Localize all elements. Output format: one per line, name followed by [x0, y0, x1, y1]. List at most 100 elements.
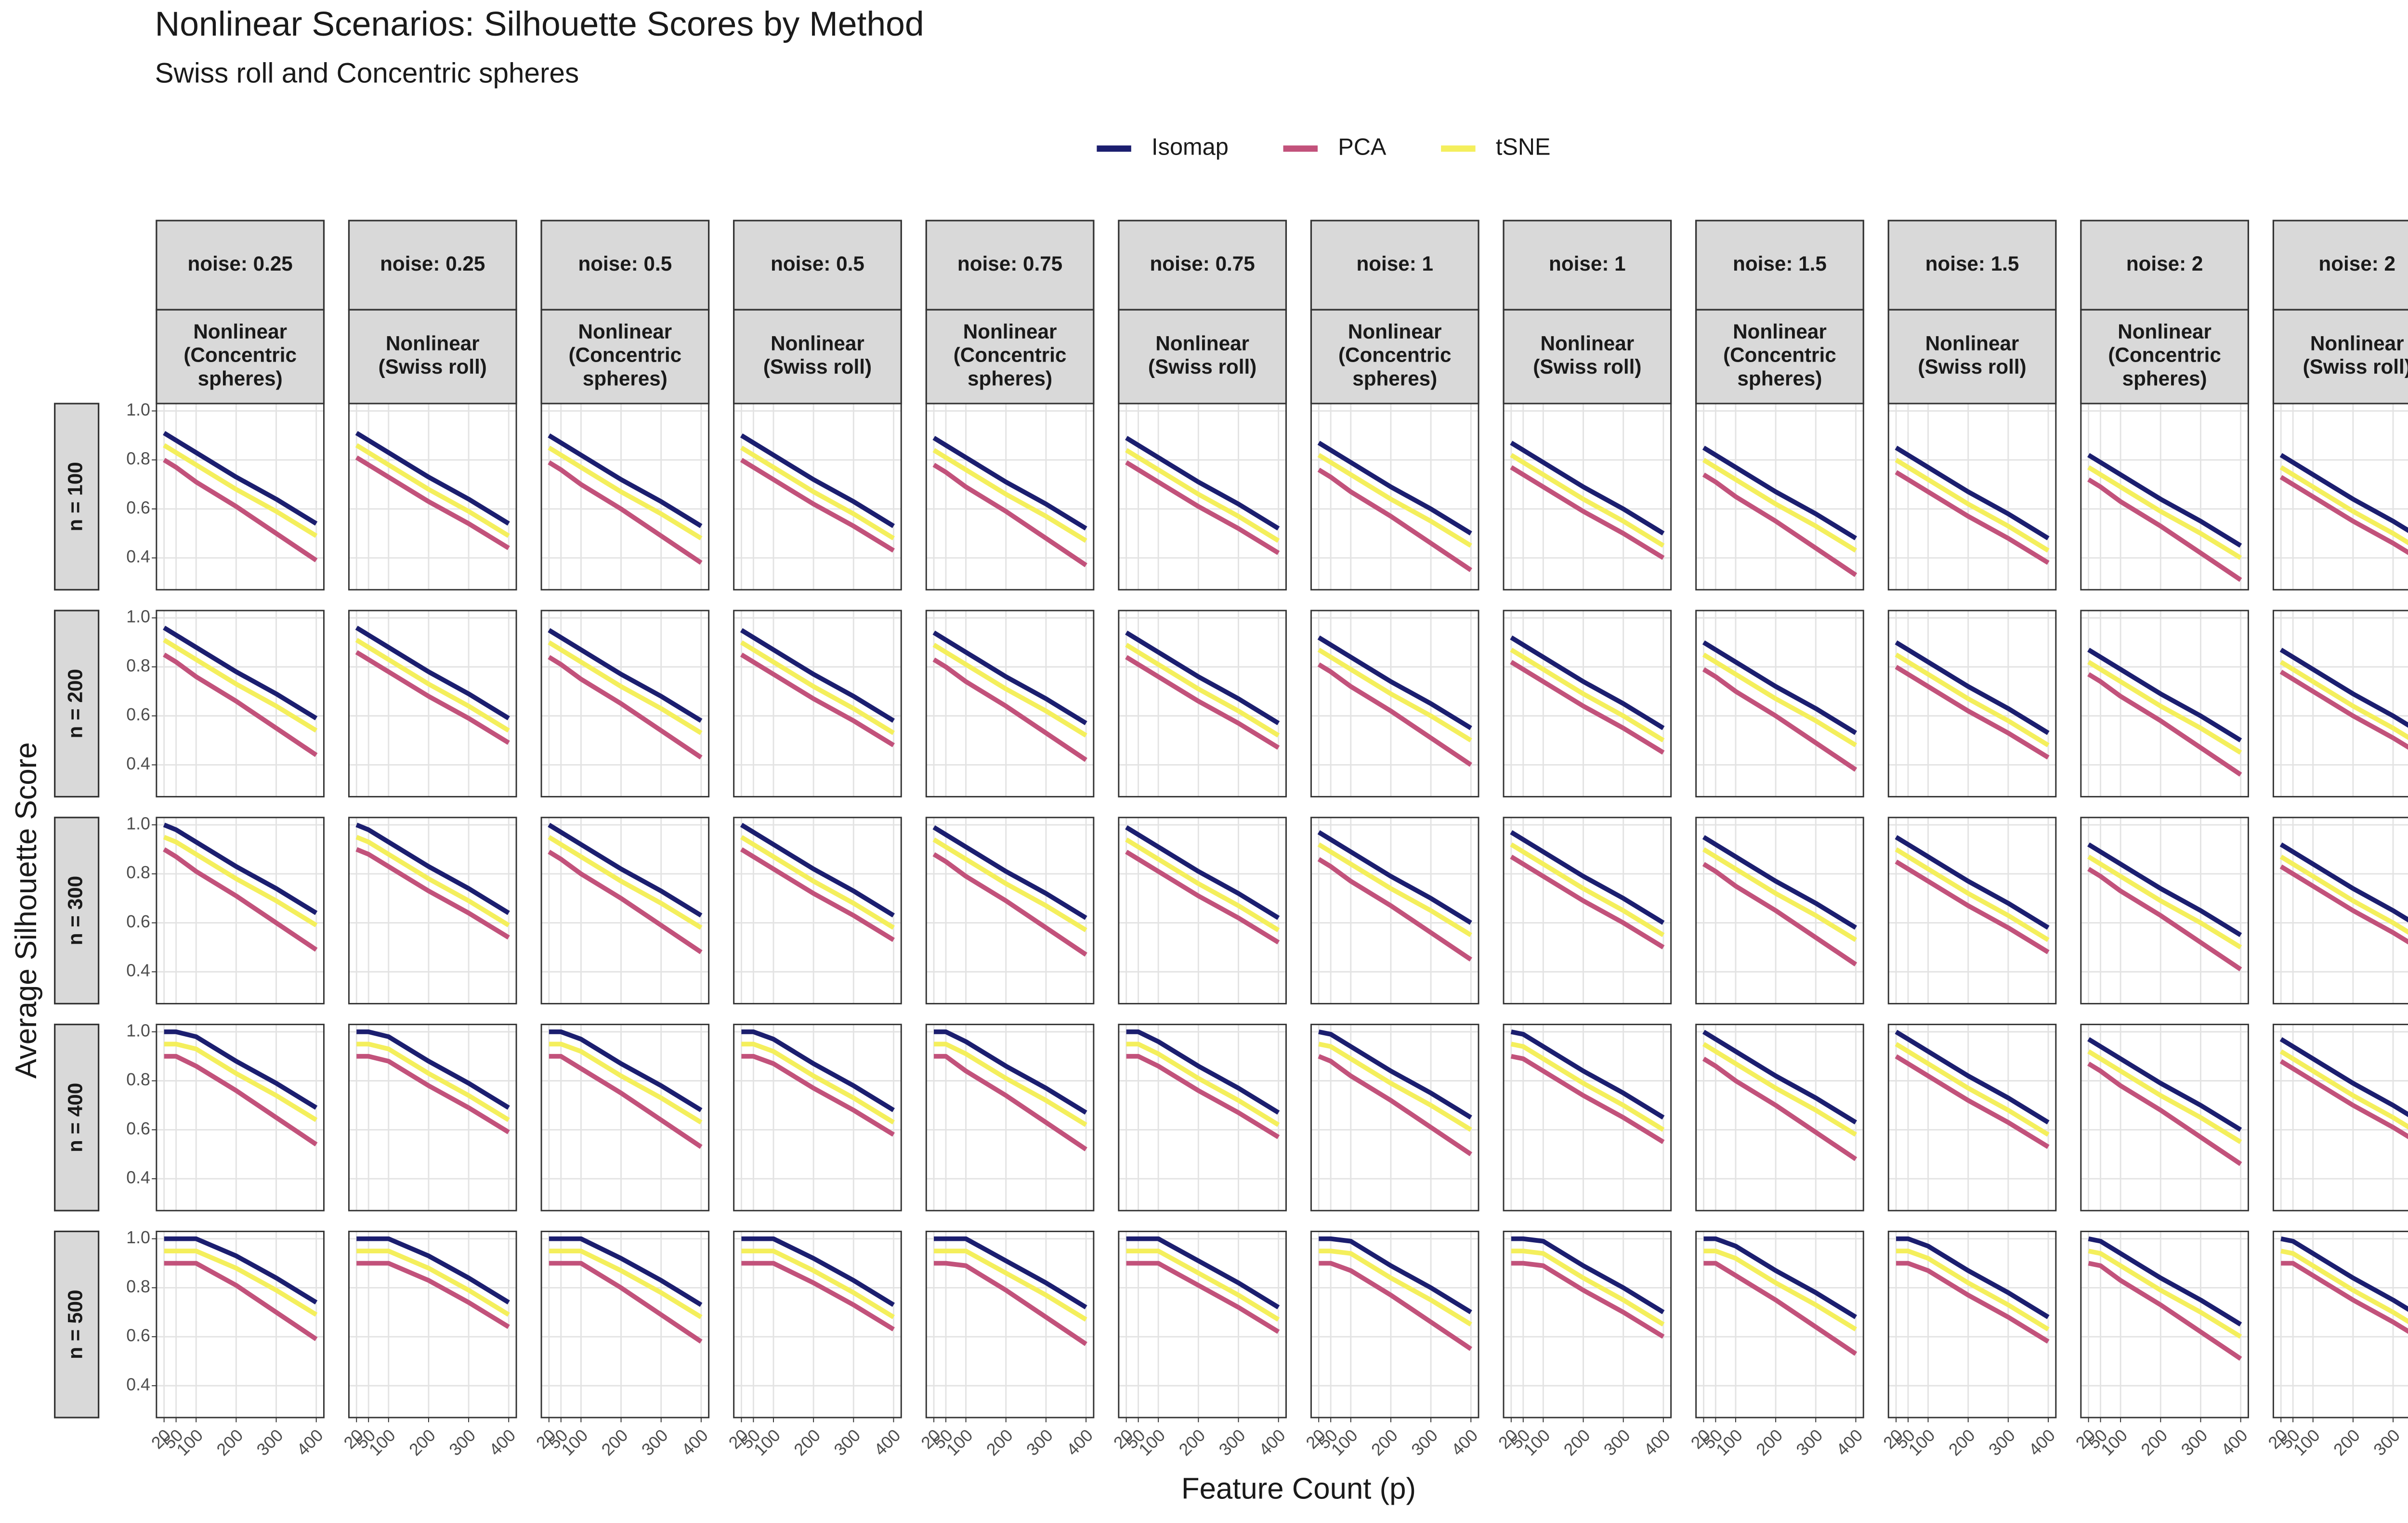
y-tick-label: 0.4 [126, 754, 150, 773]
panel-border [156, 1230, 325, 1419]
panel-border [348, 1230, 517, 1419]
strip-label: n = 300 [64, 876, 86, 945]
series-line [934, 1054, 1087, 1152]
series-line [1510, 830, 1665, 925]
series-line [1510, 842, 1665, 937]
series-line [355, 822, 510, 915]
series-line [549, 1041, 703, 1125]
series-line [740, 822, 895, 918]
strip-label: Nonlinear (Swiss roll) [1533, 332, 1641, 378]
series-line [1702, 862, 1858, 967]
series-line [1317, 468, 1472, 573]
series-line [163, 822, 318, 915]
series-line [740, 640, 895, 735]
strip-background [1310, 309, 1479, 404]
strip-label: n = 500 [64, 1290, 86, 1359]
series-line [356, 1029, 510, 1110]
series-line [1125, 460, 1280, 555]
series-line [1317, 635, 1472, 730]
series-line [355, 847, 510, 940]
panel-background [541, 1024, 709, 1211]
strip-background [925, 309, 1095, 404]
series-line [1319, 1236, 1472, 1315]
panel-border [1118, 1024, 1287, 1211]
panel-border [1503, 1230, 1672, 1419]
panel-border [733, 817, 902, 1004]
panel-border [2272, 817, 2408, 1004]
series-line [1317, 453, 1472, 548]
series-line [164, 1249, 318, 1317]
series-line [2087, 1037, 2242, 1132]
strip-label: n = 200 [64, 669, 86, 738]
series-line [1895, 859, 2050, 954]
x-tick-label: 400 [1255, 1426, 1289, 1459]
series-line [1126, 1249, 1280, 1322]
series-line [932, 436, 1087, 531]
panel-background [1696, 610, 1864, 797]
panel-background [1311, 610, 1479, 797]
series-line [1510, 648, 1665, 742]
panel-background [349, 404, 517, 590]
series-line [2087, 465, 2242, 560]
x-tick-label: 400 [2217, 1426, 2251, 1459]
series-line [932, 657, 1087, 762]
x-tick-label: 200 [598, 1426, 631, 1459]
panel-background [349, 1024, 517, 1211]
series-line [2088, 1236, 2242, 1327]
series-line [1125, 825, 1280, 920]
x-tick-label: 300 [445, 1426, 479, 1459]
series-line [2087, 1049, 2242, 1144]
strip-background [1118, 309, 1287, 404]
strip-label: noise: 2 [2318, 252, 2395, 275]
series-line [1702, 1029, 1857, 1125]
series-line [1125, 643, 1280, 738]
chart-title: Nonlinear Scenarios: Silhouette Scores b… [155, 5, 924, 43]
panel-background [1311, 1231, 1479, 1418]
series-line [1126, 1029, 1280, 1115]
series-line [1510, 1041, 1665, 1132]
strip-background [54, 1023, 100, 1211]
series-line [740, 652, 895, 747]
series-line [741, 1236, 895, 1307]
series-line [163, 431, 318, 526]
series-line [2087, 842, 2242, 937]
strip-background [1503, 309, 1672, 404]
panel-border [1887, 403, 2057, 591]
strip-background [348, 220, 517, 311]
series-line [1703, 1249, 1857, 1332]
legend-label: tSNE [1496, 134, 1551, 160]
x-tick-label: 200 [982, 1426, 1016, 1459]
series-line [932, 825, 1087, 920]
x-tick-label: 300 [1215, 1426, 1249, 1459]
y-tick-label: 0.4 [126, 1168, 150, 1187]
y-axis-title: Average Silhouette Score [10, 742, 43, 1079]
series-line [1317, 857, 1472, 962]
series-line [1510, 635, 1665, 730]
panel-border [925, 817, 1095, 1004]
panel-background [1888, 1231, 2056, 1418]
series-line [932, 643, 1087, 738]
series-line [548, 445, 703, 541]
series-line [1703, 1261, 1858, 1356]
series-line [1317, 662, 1472, 767]
series-line [164, 1029, 318, 1110]
panel-background [1311, 404, 1479, 590]
x-tick-label: 400 [870, 1426, 904, 1459]
panel-border [733, 403, 902, 591]
series-line [164, 1054, 318, 1146]
strip-label: noise: 0.25 [380, 252, 485, 275]
series-line [934, 1029, 1087, 1115]
strip-background [1887, 309, 2057, 404]
x-tick-label: 200 [1753, 1426, 1786, 1459]
x-tick-label: 300 [1600, 1426, 1634, 1459]
panel-background [1118, 1024, 1286, 1211]
panel-background [2273, 817, 2408, 1004]
series-line [2279, 453, 2408, 534]
panel-border [348, 1024, 517, 1211]
strip-label: noise: 1 [1549, 252, 1626, 275]
strip-label: Nonlinear (Concentric spheres) [569, 320, 682, 390]
panel-background [1888, 404, 2056, 590]
series-line [2279, 660, 2408, 740]
strip-label: noise: 1.5 [1733, 252, 1827, 275]
